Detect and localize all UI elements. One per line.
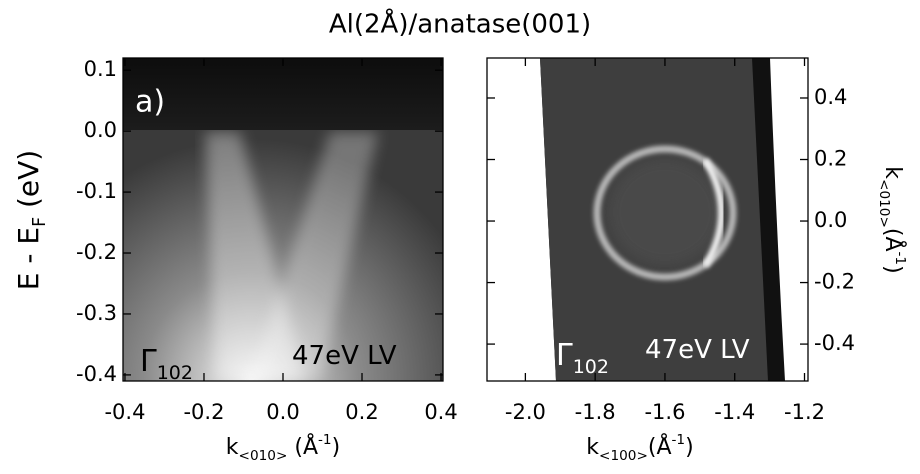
panel-label: a) (135, 85, 165, 120)
x-tick-label: -1.8 (575, 400, 616, 424)
x-tick-label: -1.4 (714, 400, 755, 424)
x-tick-label: -0.4 (104, 400, 145, 424)
axis-label-part: F (30, 217, 50, 227)
x-tick-label: -1.6 (644, 400, 685, 424)
y-tick-label: -0.1 (76, 179, 117, 203)
annotation: 47eV LV (292, 341, 397, 371)
axis-label-part: k (226, 435, 239, 460)
y-tick-label: 0.4 (814, 85, 847, 109)
x-tick-label: -0.2 (183, 400, 224, 424)
y-tick-label: 0.0 (84, 118, 117, 142)
annotation-text: Γ (140, 344, 157, 379)
y-tick-label: -0.3 (76, 301, 117, 325)
x-tick-label: 0.2 (345, 400, 378, 424)
annotation-text: 47eV LV (292, 341, 397, 371)
axis-label-part: ) (332, 435, 341, 460)
axis-label-part: k (880, 166, 905, 179)
axis-label-part: -1 (672, 432, 686, 448)
axis-label-part: ) (880, 265, 905, 274)
y-tick-label: 0.2 (814, 147, 847, 171)
panel-b-frame (486, 57, 809, 382)
annotation: Γ102 (140, 344, 193, 384)
x-tick-label: -2.0 (505, 400, 546, 424)
figure-title: Al(2Å)/anatase(001) (329, 8, 591, 40)
y-tick-label: 0.0 (814, 208, 847, 232)
axis-label-part: ) (685, 435, 694, 460)
axis-label-part: <100> (599, 448, 648, 464)
panel-label: b) (497, 85, 528, 120)
axis-label-part: E - E (12, 227, 45, 290)
panel-b-image (487, 58, 808, 381)
annotation: Γ102 (556, 338, 609, 378)
axis-label: E - EF (eV) (12, 150, 50, 290)
axis-label-part: <010> (239, 448, 288, 464)
axis-label-part: -1 (892, 252, 908, 266)
panel-a-image (123, 58, 443, 381)
axis-label-part: k (586, 435, 599, 460)
axis-label: k<010>(Å-1) (876, 166, 908, 273)
y-tick-label: -0.4 (814, 331, 855, 355)
annotation-text: Γ (556, 338, 573, 373)
annotation: 47eV LV (645, 335, 750, 365)
x-tick-label: -1.2 (784, 400, 825, 424)
axis-label-part: <010> (876, 179, 892, 228)
y-tick-label: -0.2 (814, 270, 855, 294)
y-tick-label: 0.1 (84, 57, 117, 81)
axis-label-part: (Å (880, 228, 907, 252)
annotation-sub: 102 (157, 362, 193, 384)
annotation-text: 47eV LV (645, 335, 750, 365)
axis-label-part: (eV) (12, 150, 45, 217)
axis-label: k<100>(Å-1) (586, 432, 693, 464)
x-tick-label: 0.4 (424, 400, 457, 424)
annotation-sub: 102 (573, 356, 609, 378)
y-tick-label: -0.2 (76, 240, 117, 264)
axis-label-part: (Å (287, 433, 318, 460)
y-tick-label: -0.4 (76, 362, 117, 386)
axis-label-part: -1 (318, 432, 332, 448)
axis-label-part: (Å (648, 433, 672, 460)
axis-label: k<010> (Å-1) (226, 432, 340, 464)
x-tick-label: 0.0 (266, 400, 299, 424)
